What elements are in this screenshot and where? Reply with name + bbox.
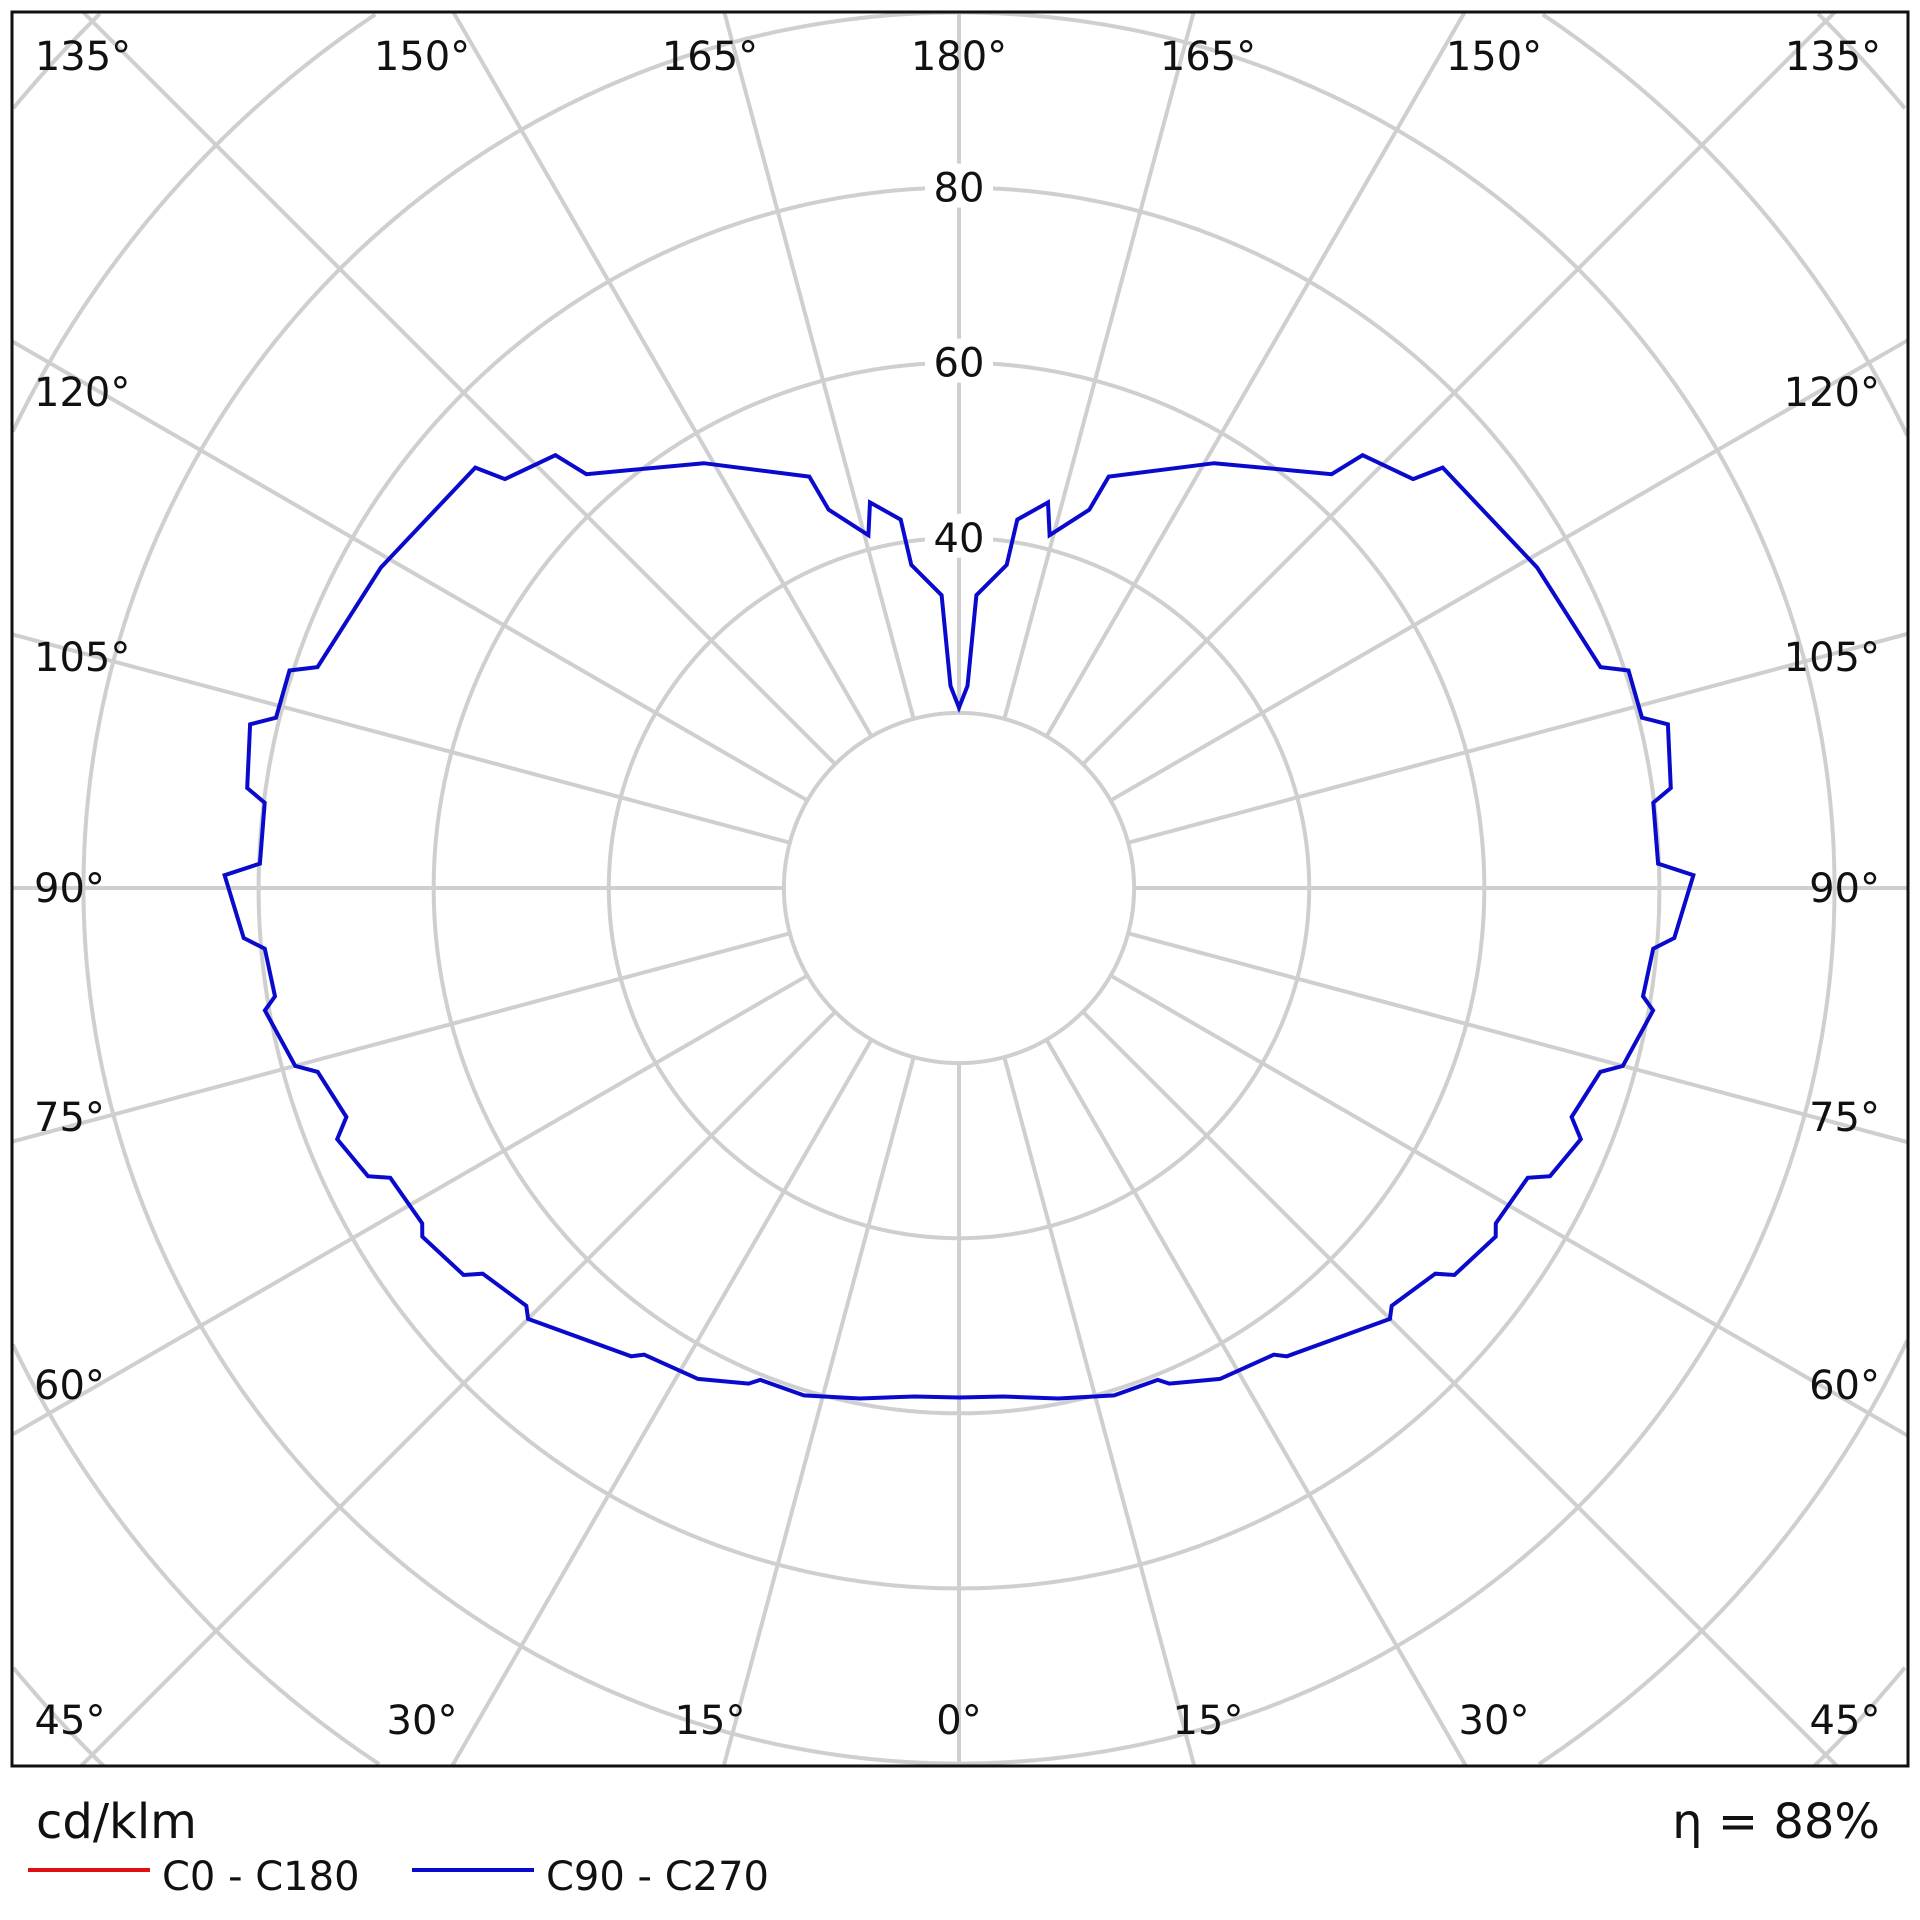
grid-spoke xyxy=(1002,12,1196,720)
plot-frame xyxy=(10,10,1910,1768)
angle-label-bottom: 30° xyxy=(1459,1698,1530,1744)
grid-spoke xyxy=(1127,931,1908,1145)
grid-spoke xyxy=(12,632,791,845)
angle-label-top: 165° xyxy=(1160,34,1256,80)
angle-label-bottom: 0° xyxy=(936,1698,981,1744)
grid-spoke xyxy=(721,1056,916,1766)
angle-label-top: 165° xyxy=(662,34,758,80)
grid-spoke xyxy=(1044,12,1467,738)
angle-label-right: 60° xyxy=(1809,1363,1880,1409)
grid-ring-20 xyxy=(781,710,1137,1066)
unit-label: cd/klm xyxy=(36,1794,197,1850)
angle-label-left: 120° xyxy=(34,370,130,416)
grid-spoke xyxy=(1002,1056,1197,1766)
grid-spoke xyxy=(12,931,791,1144)
grid-spoke xyxy=(81,12,837,766)
polar-grid xyxy=(12,12,1908,1766)
grid-spoke xyxy=(12,339,809,803)
efficiency-label: η = 88% xyxy=(1672,1794,1880,1850)
grid-spoke xyxy=(1081,1010,1839,1766)
angle-label-top: 135° xyxy=(35,34,131,80)
angle-label-bottom: 15° xyxy=(675,1698,746,1744)
angle-label-bottom: 30° xyxy=(387,1698,458,1744)
radial-tick-label: 80 xyxy=(934,166,985,212)
angle-label-top: 150° xyxy=(374,34,470,80)
grid-spoke xyxy=(1081,12,1837,766)
angle-label-bottom: 45° xyxy=(1810,1698,1881,1744)
angle-label-left: 75° xyxy=(34,1095,105,1141)
legend-label-c0-c180: C0 - C180 xyxy=(162,1854,360,1900)
grid-spoke xyxy=(79,1010,837,1766)
curve-c90-c270 xyxy=(222,452,1696,1401)
grid-ring-120 xyxy=(12,12,1908,1766)
angle-label-top: 150° xyxy=(1446,34,1542,80)
grid-spoke xyxy=(722,12,916,720)
radial-tick-label: 60 xyxy=(934,341,985,387)
angle-label-right: 90° xyxy=(1809,866,1880,912)
curves xyxy=(222,452,1696,1401)
angle-label-right: 105° xyxy=(1784,635,1880,681)
grid-spoke xyxy=(1109,338,1908,803)
legend-label-c90-c270: C90 - C270 xyxy=(546,1854,769,1900)
grid-spoke xyxy=(1127,631,1908,845)
radial-tick-label: 40 xyxy=(934,516,985,562)
angle-label-bottom: 45° xyxy=(35,1698,106,1744)
angle-label-top: 135° xyxy=(1785,34,1881,80)
angle-label-right: 120° xyxy=(1784,370,1880,416)
angle-label-bottom: 15° xyxy=(1173,1698,1244,1744)
angle-label-left: 105° xyxy=(34,635,130,681)
legend: C0 - C180 C90 - C270 xyxy=(28,1854,769,1900)
grid-spoke xyxy=(1044,1038,1468,1766)
grid-spoke xyxy=(451,12,874,738)
grid-ring-140 xyxy=(12,12,1907,1766)
axis-labels: 40 60 80 135° 150° 165° 180° 165° 150° 135° 45° 30°… xyxy=(34,34,1881,1744)
angle-label-top: 180° xyxy=(911,34,1007,80)
grid-spoke xyxy=(450,1038,874,1766)
angle-label-left: 60° xyxy=(34,1363,105,1409)
angle-label-right: 75° xyxy=(1809,1095,1880,1141)
angle-label-left: 90° xyxy=(34,866,105,912)
